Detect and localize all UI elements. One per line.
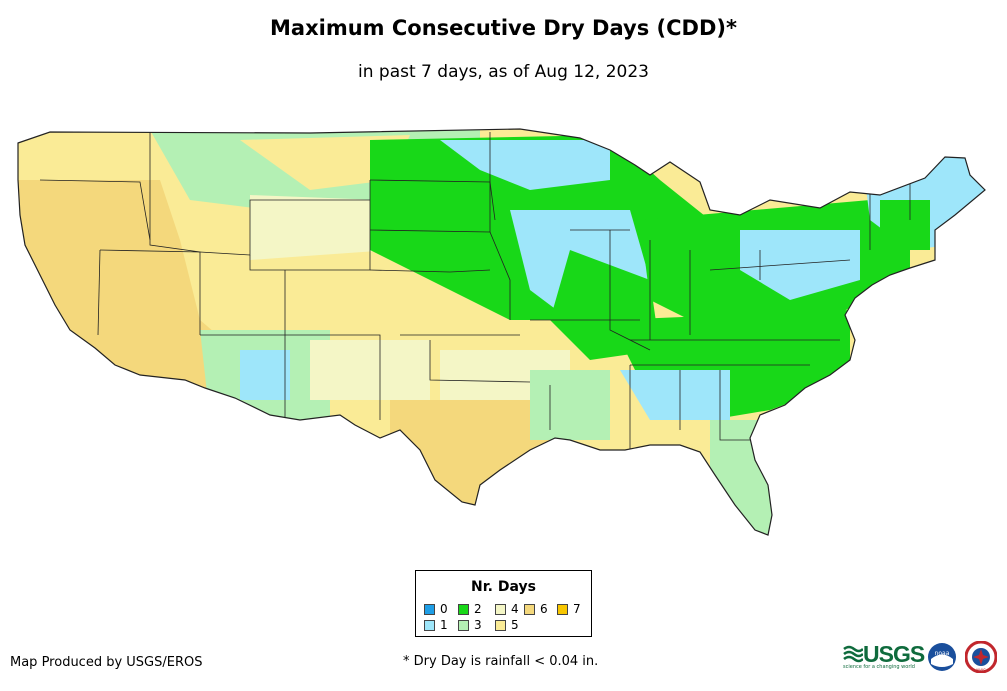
legend-title: Nr. Days <box>471 579 536 595</box>
nws-logo-icon: NWS <box>965 641 997 673</box>
legend-swatch <box>524 604 535 615</box>
dry-day-footnote: * Dry Day is rainfall < 0.04 in. <box>403 654 599 669</box>
noaa-logo-text: noaa <box>935 650 950 657</box>
legend-item-7: 7 <box>557 603 581 615</box>
legend-swatch <box>458 604 469 615</box>
map-subtitle: in past 7 days, as of Aug 12, 2023 <box>358 62 649 82</box>
usgs-wave-icon <box>843 645 863 663</box>
nws-logo-text: NWS <box>976 668 986 673</box>
legend-item-3: 3 <box>458 619 482 631</box>
legend-item-1: 1 <box>424 619 448 631</box>
legend-swatch <box>424 604 435 615</box>
legend-item-2: 2 <box>458 603 482 615</box>
usgs-logo: USGS <box>863 641 925 667</box>
legend-item-6: 6 <box>524 603 548 615</box>
legend-swatch <box>495 604 506 615</box>
usgs-tagline: science for a changing world <box>843 664 915 670</box>
legend-swatch <box>458 620 469 631</box>
agency-logos: USGS science for a changing world noaa N… <box>843 640 1003 674</box>
legend-swatch <box>557 604 568 615</box>
map-title: Maximum Consecutive Dry Days (CDD)* <box>270 16 737 40</box>
legend-item-4: 4 <box>495 603 519 615</box>
legend-item-0: 0 <box>424 603 448 615</box>
legend-swatch <box>424 620 435 631</box>
state-borders <box>39 132 911 450</box>
noaa-logo-icon: noaa <box>928 643 956 671</box>
map-credit: Map Produced by USGS/EROS <box>10 655 203 670</box>
legend-swatch <box>495 620 506 631</box>
legend-item-5: 5 <box>495 619 519 631</box>
legend: Nr. Days 0 2 4 6 7 1 3 5 <box>415 570 592 637</box>
us-cdd-map <box>17 128 986 536</box>
us-outline <box>17 128 986 536</box>
